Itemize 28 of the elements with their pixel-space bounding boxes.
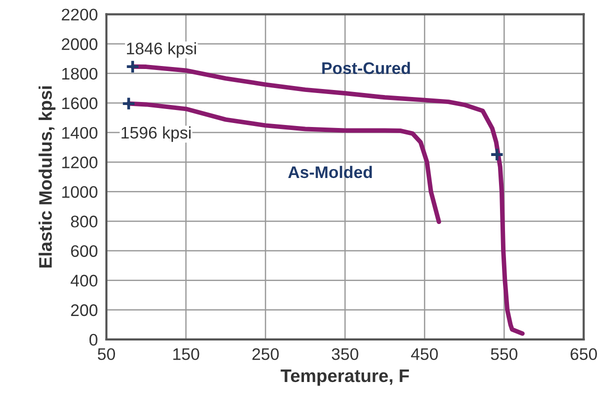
y-axis-title: Elastic Modulus, kpsi	[38, 86, 56, 268]
point	[490, 147, 504, 162]
text: As-Molded	[288, 166, 372, 178]
x-axis-title: Temperature, F	[280, 370, 409, 386]
x-tick-label: 250	[252, 348, 279, 360]
y-tick-label: 2200	[62, 8, 98, 21]
y-tick-label: 1600	[62, 97, 98, 110]
point	[121, 96, 136, 111]
y-tick-label: 400	[70, 274, 98, 287]
y-tick-label: 800	[70, 216, 98, 228]
y-tick-label: 200	[71, 304, 98, 316]
x-tick-label: 650	[570, 348, 597, 360]
y-tick-label: 1400	[62, 126, 98, 139]
y-tick-label: 1200	[62, 156, 98, 168]
x-tick-label: 550	[490, 348, 518, 360]
x-tick-label: 50	[98, 348, 116, 360]
y-tick-label: 0	[89, 334, 98, 346]
x-tick-label: 450	[411, 348, 438, 360]
x-tick-label: 150	[173, 348, 200, 360]
annotation: 1596 kpsi	[122, 126, 191, 142]
series-label: Post-Cured	[322, 62, 410, 74]
y-tick-label: 1800	[62, 68, 98, 80]
y-tick-label: 1000	[62, 186, 98, 198]
annotation: 1846 kpsi	[126, 42, 196, 58]
y-tick-label: 2000	[62, 38, 98, 50]
x-tick-label: 350	[332, 348, 358, 360]
point	[125, 59, 140, 74]
y-tick-label: 600	[71, 245, 98, 257]
